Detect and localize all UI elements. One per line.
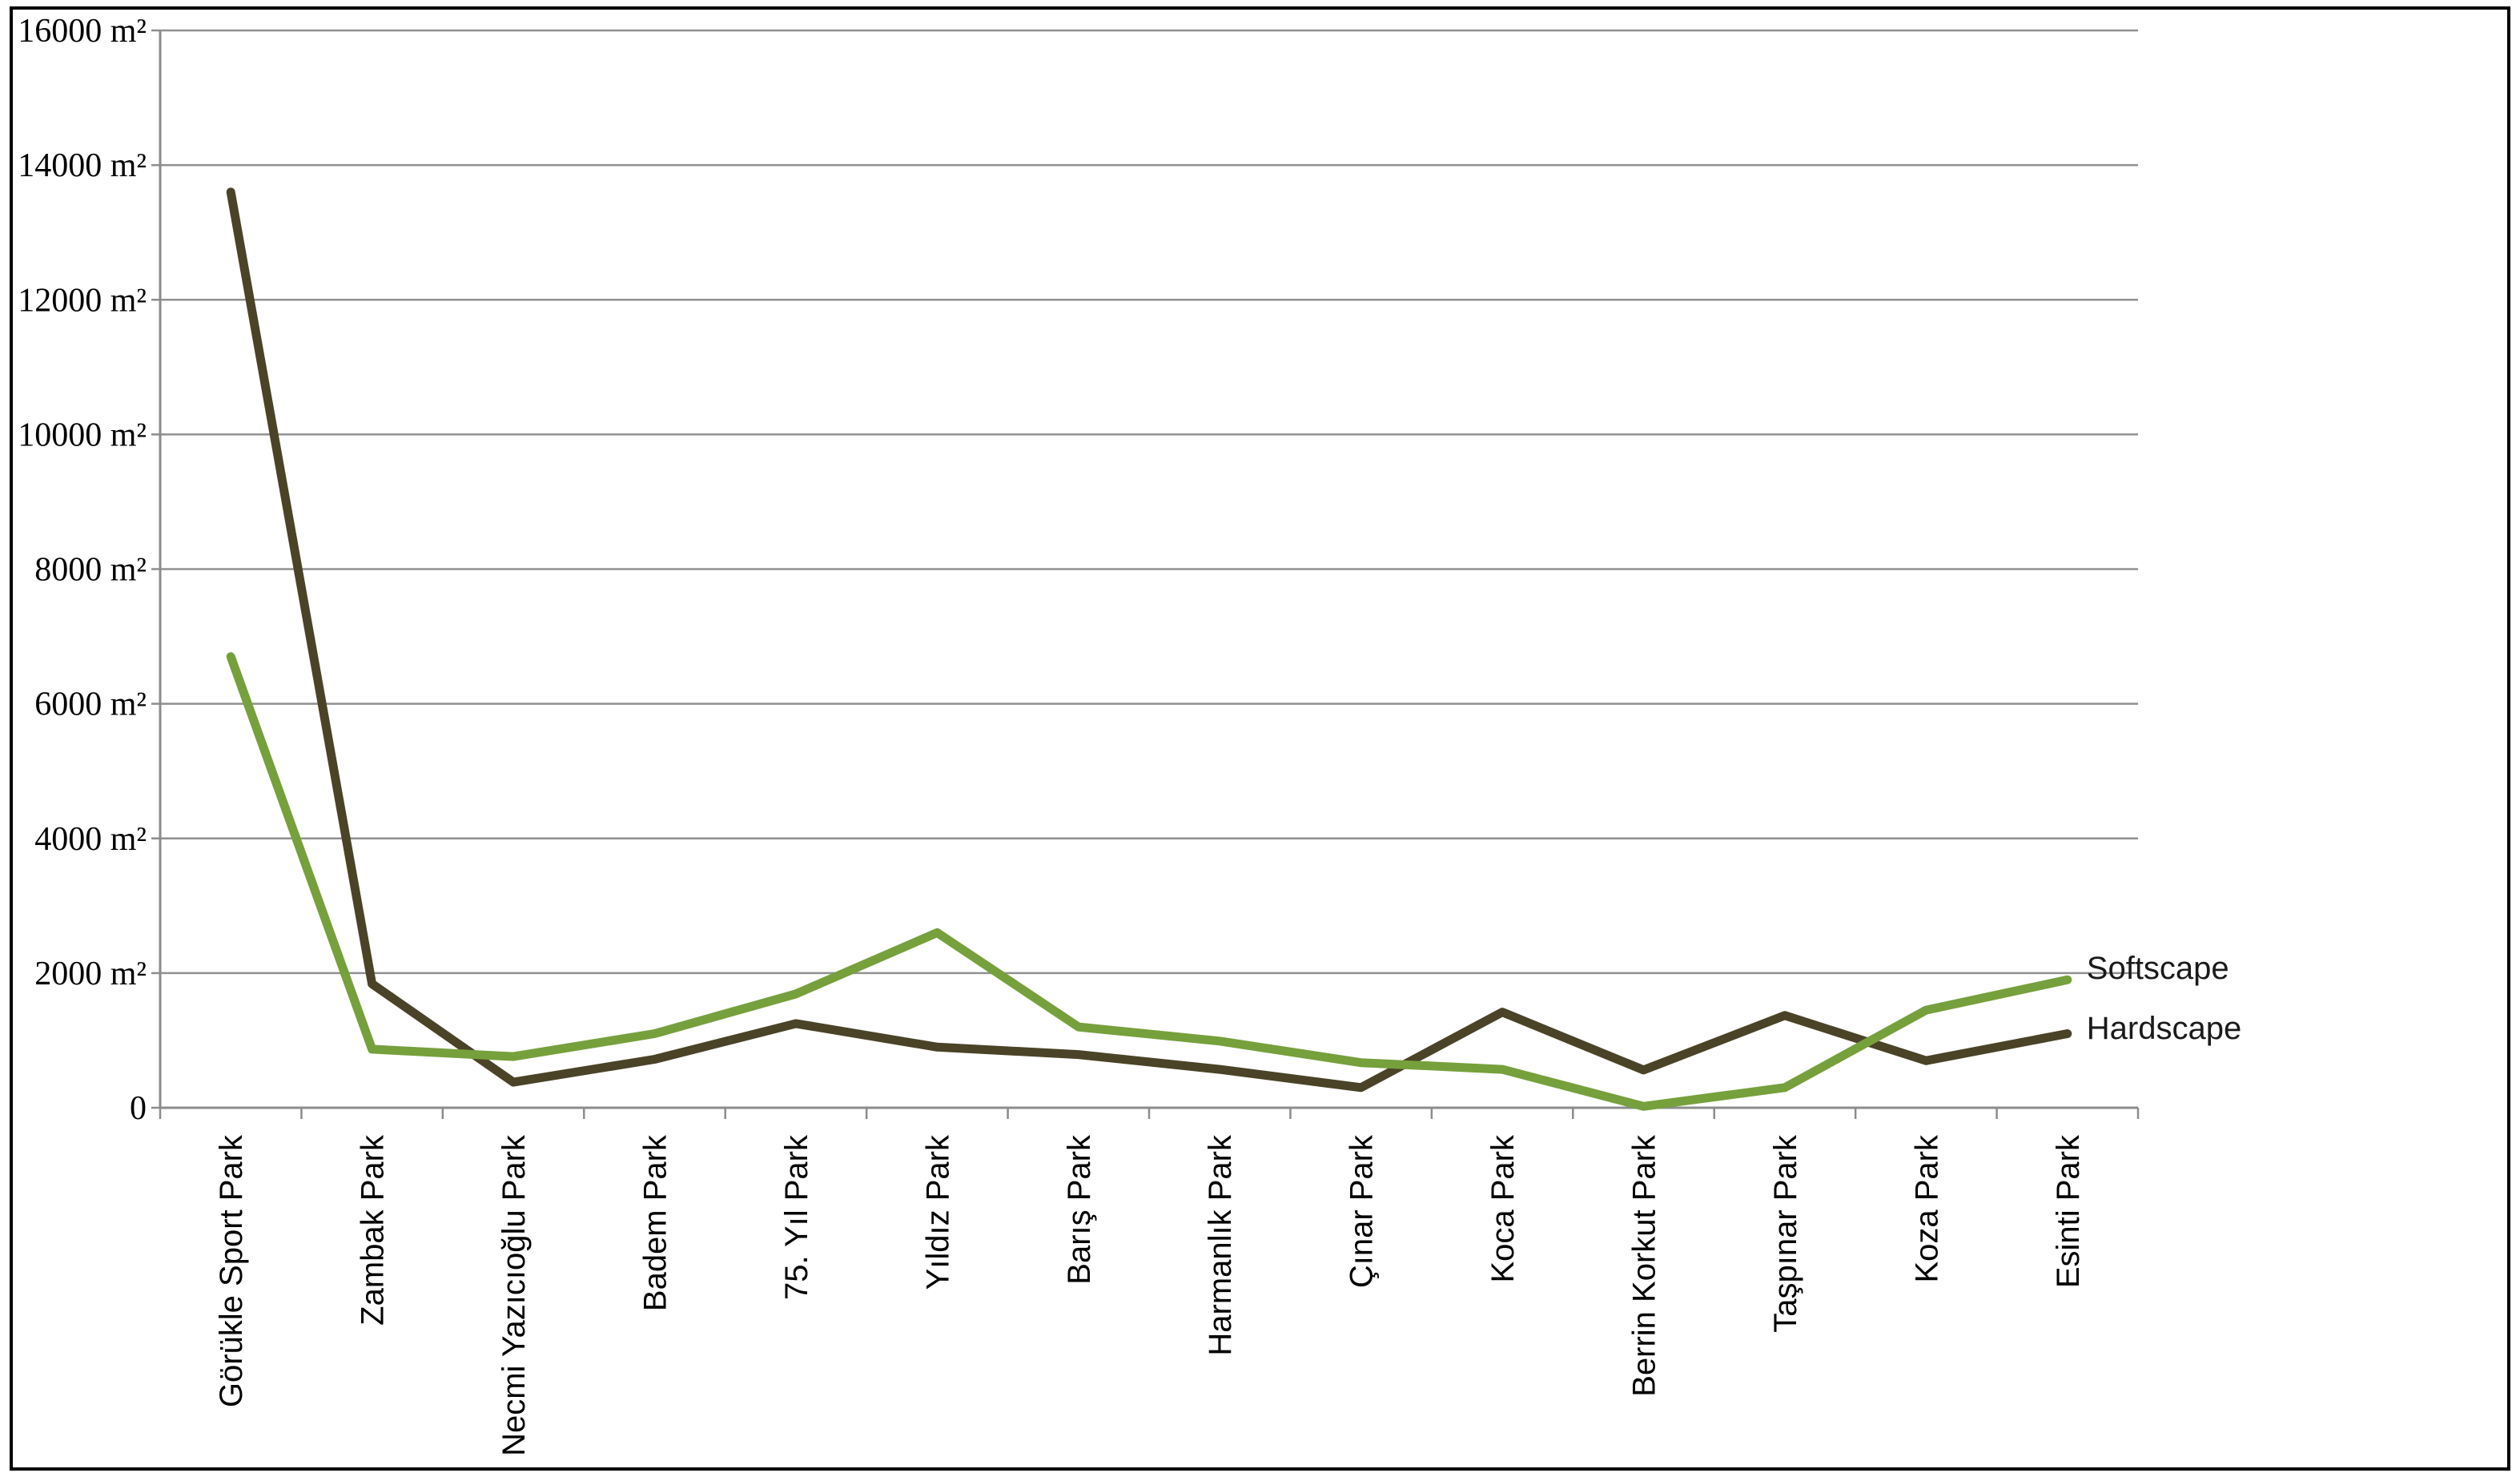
x-axis-label: Necmi Yazıcıoğlu Park — [496, 1134, 532, 1456]
x-axis-label: 75. Yıl Park — [779, 1134, 814, 1300]
x-axis-label: Zambak Park — [356, 1134, 391, 1326]
x-axis-label: Berrin Korkut Park — [1627, 1134, 1662, 1397]
x-axis-label: Harmanlık Park — [1203, 1134, 1238, 1356]
series-line-softscape — [226, 652, 2072, 1111]
x-axis-label: Taşpınar Park — [1768, 1134, 1803, 1333]
y-axis-label: 10000 m² — [18, 417, 147, 453]
y-axis-label: 0 — [130, 1090, 147, 1127]
x-axis-label: Koza Park — [1909, 1134, 1944, 1283]
x-axis-label: Barış Park — [1062, 1134, 1097, 1285]
y-axis-label: 2000 m² — [34, 956, 147, 992]
y-axis-label: 8000 m² — [34, 552, 147, 589]
y-axis-label: 12000 m² — [18, 282, 147, 319]
x-axis-label: Çınar Park — [1344, 1134, 1380, 1288]
series-line-hardscape — [226, 187, 2072, 1093]
x-axis-label: Koca Park — [1485, 1134, 1521, 1283]
y-axis-label: 6000 m² — [34, 686, 147, 723]
x-axis-label: Esinti Park — [2051, 1134, 2086, 1288]
x-axis-label: Görükle Sport Park — [214, 1134, 249, 1407]
legend-label-hardscape: Hardscape — [2087, 1011, 2241, 1046]
x-axis-label: Yıldız Park — [920, 1134, 955, 1290]
y-axis-label: 14000 m² — [18, 147, 147, 184]
legend-label-softscape: Softscape — [2087, 951, 2229, 986]
y-axis-label: 16000 m² — [18, 13, 147, 50]
x-axis-label: Badem Park — [638, 1134, 673, 1311]
y-axis-label: 4000 m² — [34, 821, 147, 858]
